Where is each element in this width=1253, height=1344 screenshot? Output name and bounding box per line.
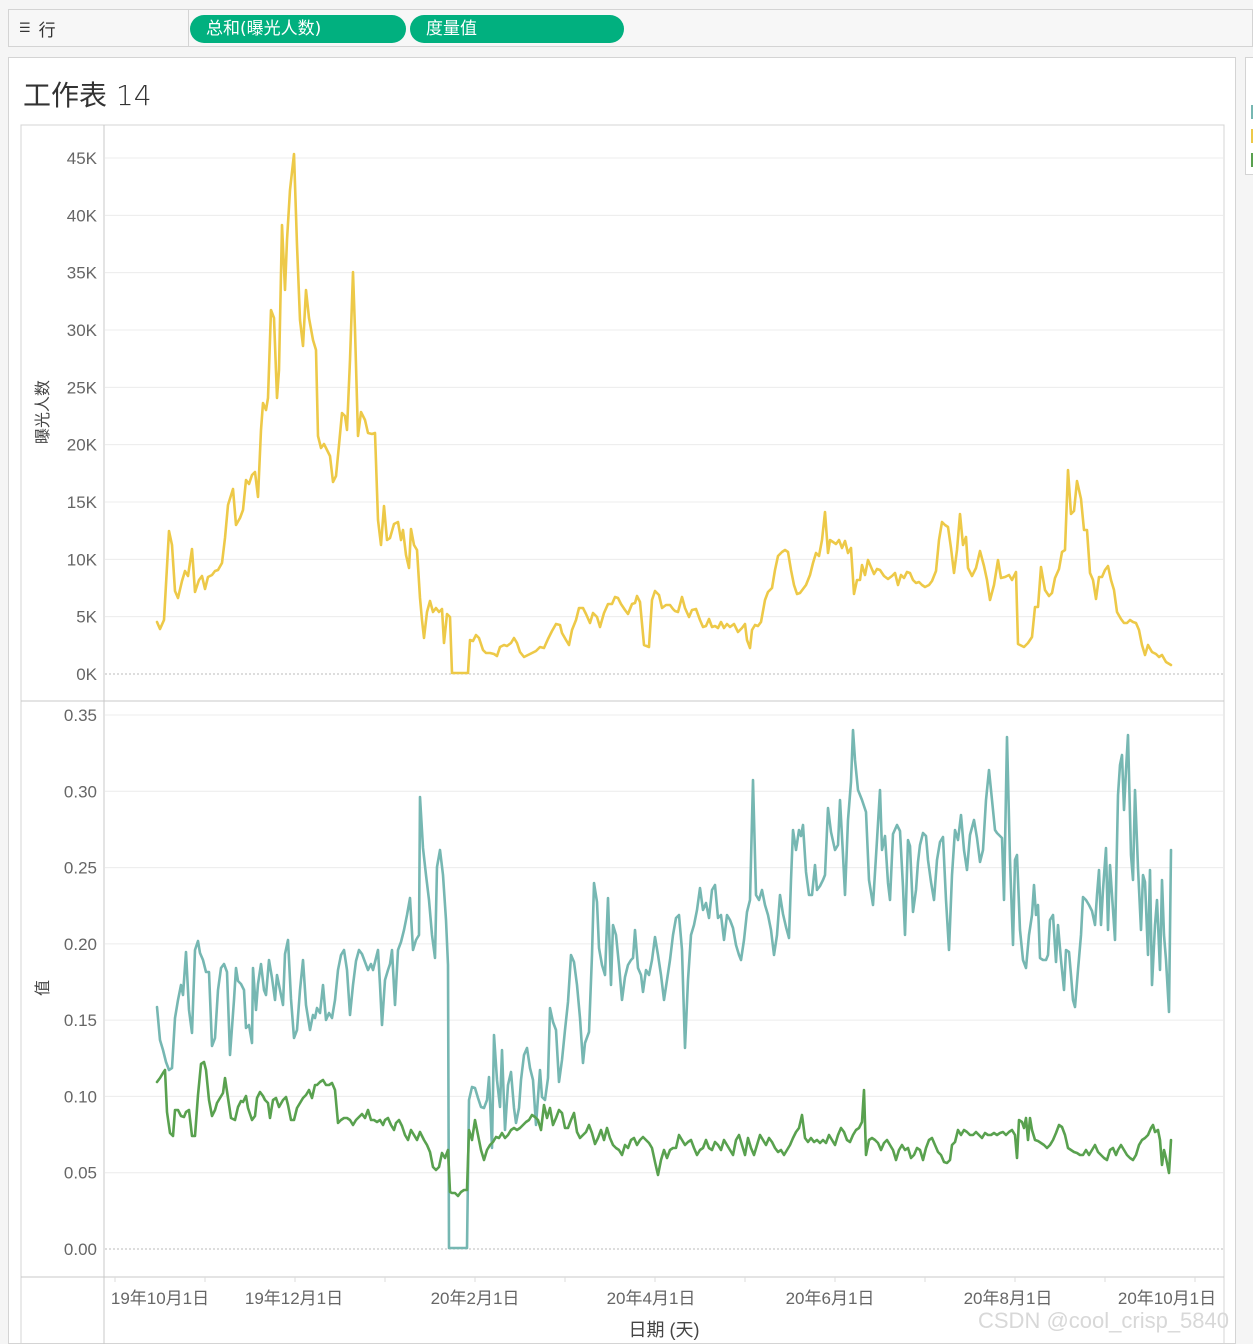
y-tick-label: 15K [67, 493, 98, 512]
y-tick-label: 0.30 [64, 782, 97, 801]
y-tick-label: 0K [76, 665, 97, 684]
series-line [155, 728, 1173, 1250]
sheet-title: 工作表 14 [23, 79, 152, 112]
gridlines [105, 157, 1223, 1282]
y-tick-label: 0.05 [64, 1164, 97, 1183]
y-tick-label: 25K [67, 378, 98, 397]
legend-swatch-teal[interactable] [1251, 105, 1253, 119]
y-tick-label: 0.35 [64, 706, 97, 725]
x-tick-label: 19年12月1日 [245, 1289, 343, 1308]
y-tick-label: 0.20 [64, 935, 97, 954]
y-tick-label: 40K [67, 206, 98, 225]
y-tick-label: 10K [67, 550, 98, 569]
pill-measure-values[interactable]: 度量值 [410, 15, 624, 43]
y-tick-label: 0.25 [64, 859, 97, 878]
y-tick-label: 20K [67, 436, 98, 455]
x-tick-labels: 19年10月1日 19年12月1日 20年2月1日 20年4月1日 20年6月1日 20年… [111, 1289, 1216, 1308]
legend-swatch-yellow[interactable] [1251, 129, 1253, 143]
y-tick-label: 0.10 [64, 1087, 97, 1106]
x-axis-title: 日期 (天) [629, 1320, 700, 1340]
rows-label: 行 [38, 20, 56, 41]
series-line [155, 1060, 1173, 1198]
y-tick-label: 35K [67, 264, 98, 283]
x-tick-label: 20年2月1日 [431, 1289, 520, 1308]
series-line [155, 152, 1173, 675]
list-icon: ☰ [19, 20, 31, 36]
y-tick-labels: 45K 40K 35K 30K 25K 20K 15K 10K 5K 0K 0.35 0.30 0.25… [64, 149, 98, 1259]
bottom-y-axis-title: 值 [34, 980, 52, 996]
watermark: CSDN @cool_crisp_5840 [978, 1308, 1230, 1333]
x-tick-label: 19年10月1日 [111, 1289, 209, 1308]
y-tick-label: 0.00 [64, 1240, 97, 1259]
rows-shelf: ☰ 行 总和(曝光人数) 度量值 [8, 9, 1253, 47]
legend-swatch-green[interactable] [1251, 153, 1253, 167]
x-tick-label: 20年10月1日 [1118, 1289, 1216, 1308]
legend-panel [1245, 57, 1253, 175]
y-tick-label: 30K [67, 321, 98, 340]
x-tick-label: 20年4月1日 [607, 1289, 696, 1308]
rows-shelf-label: ☰ 行 [9, 10, 189, 46]
y-tick-label: 0.15 [64, 1011, 97, 1030]
x-tick-label: 20年6月1日 [786, 1289, 875, 1308]
x-tick-label: 20年8月1日 [964, 1289, 1053, 1308]
chart-frame [20, 124, 1225, 1344]
y-tick-label: 45K [67, 149, 98, 168]
data-lines [155, 152, 1173, 1250]
y-tick-label: 5K [76, 608, 97, 627]
pill-sum-exposure[interactable]: 总和(曝光人数) [190, 15, 406, 43]
top-y-axis-title: 曝光人数 [34, 380, 52, 444]
